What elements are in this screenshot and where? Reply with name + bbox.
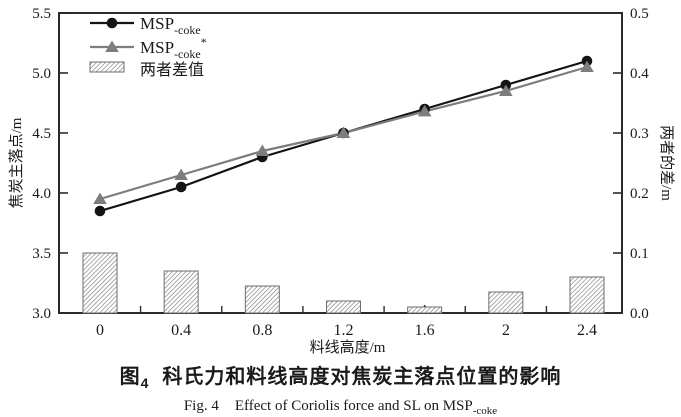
y-right-tick-label: 0.1 — [630, 246, 649, 262]
x-tick-label: 1.2 — [334, 322, 354, 339]
caption-en: Fig. 4 Effect of Coriolis force and SL on… — [0, 398, 681, 417]
caption-zh-prefix: 图 — [119, 366, 141, 388]
right-axis-label: 两者的差/m — [658, 125, 675, 201]
x-axis-label: 料线高度/m — [310, 339, 386, 354]
caption-zh: 图4 科氏力和料线高度对焦炭主落点位置的影响 — [0, 360, 681, 391]
legend-label-difference: 两者差值 — [140, 61, 204, 79]
diff-bar — [488, 291, 524, 314]
caption-zh-text: 科氏力和料线高度对焦炭主落点位置的影响 — [162, 366, 562, 388]
y-left-tick-label: 4.5 — [32, 126, 51, 142]
x-tick-label: 1.6 — [415, 322, 435, 339]
y-left-tick-label: 4.0 — [32, 186, 51, 202]
data-point-triangle — [174, 168, 188, 180]
data-point-triangle — [499, 84, 513, 96]
caption-zh-number: 4 — [140, 375, 149, 391]
x-tick-label: 2.4 — [577, 322, 597, 339]
caption-en-sub: -coke — [472, 405, 498, 417]
caption-en-text: Effect of Coriolis force and SL on MSP — [234, 398, 473, 414]
y-left-tick-label: 3.0 — [32, 306, 51, 322]
y-left-tick-label: 3.5 — [32, 246, 51, 262]
legend-label-msp-coke-star: MSP-coke* — [140, 35, 207, 61]
y-right-tick-label: 0.5 — [630, 6, 649, 22]
diff-bar — [569, 276, 605, 314]
y-right-tick-label: 0.2 — [630, 186, 649, 202]
caption-en-fig: Fig. 4 — [183, 398, 219, 414]
legend-hatch-swatch — [89, 61, 125, 73]
plot-border — [58, 12, 623, 314]
data-point-circle — [94, 205, 106, 217]
data-point-triangle — [336, 126, 351, 138]
data-point-triangle — [417, 104, 432, 117]
diff-bar — [244, 285, 280, 314]
diff-bar — [326, 300, 361, 314]
legend-triangle-marker — [105, 40, 119, 52]
y-left-tick-label: 5.0 — [32, 66, 51, 82]
legend-label-msp-coke: MSP-coke — [140, 14, 201, 37]
diff-bar — [82, 252, 118, 314]
data-point-triangle — [93, 192, 107, 204]
y-right-tick-label: 0.4 — [630, 66, 649, 82]
diff-bar — [407, 306, 443, 314]
chart: 5.5 5.0 4.5 4.0 3.5 3.0 0.5 0.4 0.3 0.2 0.1 0.0 0 0.4… — [8, 6, 675, 356]
y-right-tick-label: 0.3 — [630, 126, 649, 142]
data-point-triangle — [580, 60, 594, 72]
data-point-triangle — [255, 144, 270, 156]
x-tick-label: 0.4 — [171, 322, 191, 339]
y-left-tick-label: 5.5 — [32, 6, 51, 22]
diff-bar — [163, 270, 199, 314]
x-tick-label: 0 — [96, 322, 104, 339]
y-right-tick-label: 0.0 — [630, 306, 649, 322]
series-difference-bars — [82, 252, 605, 314]
data-point-circle — [175, 181, 187, 193]
x-tick-label: 0.8 — [252, 322, 272, 339]
left-axis-label: 焦炭主落点/m — [8, 117, 25, 208]
series-msp-coke-star-markers — [93, 60, 594, 204]
x-tick-label: 2 — [502, 322, 510, 339]
legend-circle-marker — [106, 17, 118, 29]
